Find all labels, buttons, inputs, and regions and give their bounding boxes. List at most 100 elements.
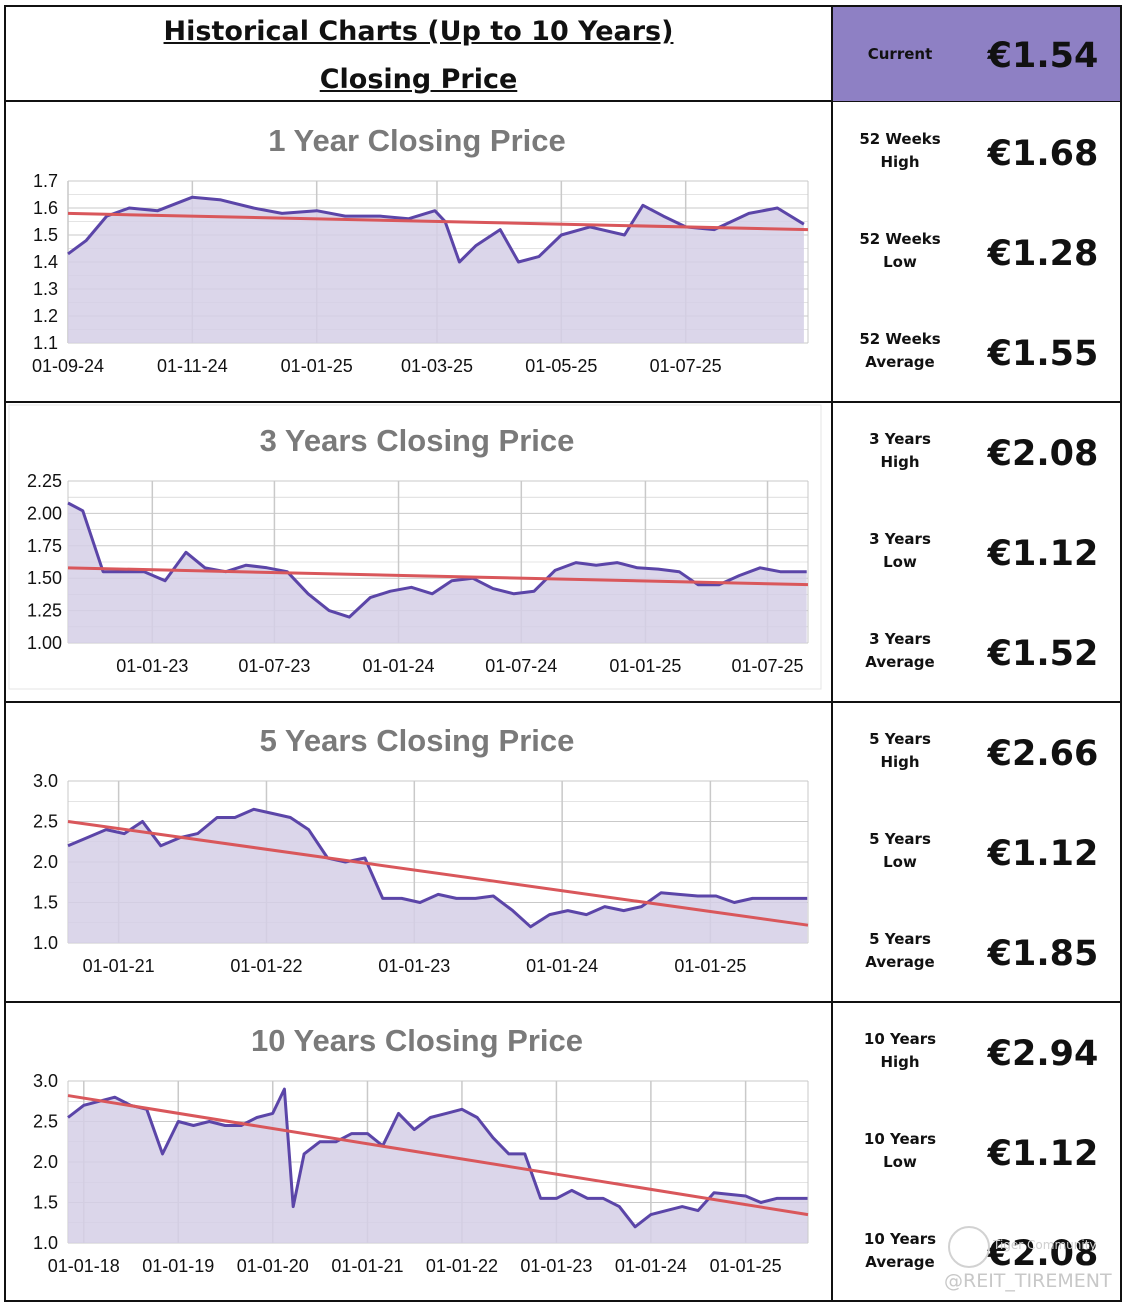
chart-title: 3 Years Closing Price <box>260 423 575 458</box>
stat-label-line2: Low <box>883 253 917 271</box>
stat-label-line1: 52 Weeks <box>859 130 941 148</box>
current-price-cell: Current €1.54 <box>833 7 1120 101</box>
x-tick-label: 01-01-25 <box>609 656 681 676</box>
watermark-logo-icon <box>948 1226 990 1268</box>
stat-value: €1.12 <box>987 534 1099 574</box>
y-tick-label: 1.50 <box>27 568 62 588</box>
x-tick-label: 01-01-21 <box>331 1256 403 1276</box>
stat-value: €2.08 <box>987 1234 1099 1274</box>
y-tick-label: 1.75 <box>27 536 62 556</box>
trend-line <box>67 211 809 232</box>
price-area <box>68 197 804 343</box>
row-divider <box>4 701 1122 703</box>
stat-label-line2: High <box>880 153 920 171</box>
y-tick-label: 1.6 <box>33 198 58 218</box>
y-tick-label: 2.0 <box>33 1152 58 1172</box>
stat-value: €1.12 <box>987 1134 1099 1174</box>
price-line <box>67 195 805 264</box>
trend-line <box>67 1094 809 1217</box>
y-tick-label: 1.5 <box>33 1193 58 1213</box>
stat-label-line1: 5 Years <box>869 930 931 948</box>
stat-label-line2: Average <box>865 353 935 371</box>
row-divider <box>4 1001 1122 1003</box>
y-tick-label: 2.25 <box>27 471 62 491</box>
stat-value: €1.12 <box>987 834 1099 874</box>
y-tick-label: 1.00 <box>27 633 62 653</box>
stat-value: €1.68 <box>987 134 1099 174</box>
y-tick-label: 1.7 <box>33 171 58 191</box>
x-tick-label: 01-07-23 <box>238 656 310 676</box>
row-divider <box>4 401 1122 403</box>
stat-label: 3 Years High <box>835 428 965 474</box>
stat-label-line1: 10 Years <box>863 1230 937 1248</box>
stat-label-line2: Average <box>865 1253 935 1271</box>
y-tick-label: 1.3 <box>33 279 58 299</box>
x-tick-label: 01-01-23 <box>378 956 450 976</box>
column-divider <box>831 5 833 1302</box>
x-tick-label: 01-07-25 <box>650 356 722 376</box>
y-tick-label: 1.2 <box>33 306 58 326</box>
x-tick-label: 01-09-24 <box>32 356 104 376</box>
x-tick-label: 01-07-24 <box>485 656 557 676</box>
y-tick-label: 1.5 <box>33 225 58 245</box>
page-subtitle: Closing Price <box>319 64 518 95</box>
x-tick-label: 01-01-19 <box>142 1256 214 1276</box>
stat-label-line2: Average <box>865 953 935 971</box>
chart-1-year: 1 Year Closing Price 1.1 1.2 1.3 1.4 1.5 1.6 1.… <box>32 123 809 376</box>
chart-5-years: 5 Years Closing Price 1.0 1.5 2.0 2.5 3.0 01-0… <box>33 723 809 976</box>
page-title: Historical Charts (Up to 10 Years) <box>163 16 674 47</box>
header-title-cell: Historical Charts (Up to 10 Years) Closi… <box>6 7 831 101</box>
chart-title: 5 Years Closing Price <box>260 723 575 758</box>
stat-label: 5 Years Average <box>835 928 965 974</box>
x-tick-label: 01-01-25 <box>710 1256 782 1276</box>
stat-label-line2: High <box>880 753 920 771</box>
x-tick-label: 01-03-25 <box>401 356 473 376</box>
stat-label-line2: High <box>880 1053 920 1071</box>
price-line <box>67 807 808 929</box>
stat-label: 3 Years Average <box>835 628 965 674</box>
chart-title: 10 Years Closing Price <box>251 1023 583 1058</box>
x-tick-label: 01-01-23 <box>116 656 188 676</box>
price-area <box>68 1089 808 1243</box>
x-tick-label: 01-01-24 <box>363 656 435 676</box>
x-tick-label: 01-11-24 <box>157 356 228 376</box>
stat-label-line2: High <box>880 453 920 471</box>
watermark-community: Tiger Community <box>993 1238 1097 1252</box>
stat-value: €1.52 <box>987 634 1099 674</box>
stat-label: 3 Years Low <box>835 528 965 574</box>
stat-value: €1.85 <box>987 934 1099 974</box>
stat-label-line2: Low <box>883 1153 917 1171</box>
stat-label-line2: Low <box>883 853 917 871</box>
stat-value: €2.94 <box>987 1034 1099 1074</box>
stat-label: 5 Years High <box>835 728 965 774</box>
row-divider <box>4 100 1122 102</box>
price-area <box>68 809 808 943</box>
price-line <box>67 1087 808 1229</box>
current-price-value: €1.54 <box>987 36 1099 76</box>
current-label: Current <box>867 45 933 63</box>
stat-label-line1: 5 Years <box>869 730 931 748</box>
x-tick-label: 01-07-25 <box>731 656 803 676</box>
stat-label: 10 Years Average <box>835 1228 965 1274</box>
y-tick-label: 1.5 <box>33 893 58 913</box>
y-tick-label: 1.1 <box>33 333 58 353</box>
chart-border <box>8 404 822 690</box>
stat-label-line2: Low <box>883 553 917 571</box>
y-tick-label: 1.25 <box>27 601 62 621</box>
stat-label-line1: 3 Years <box>869 530 931 548</box>
y-tick-label: 2.0 <box>33 852 58 872</box>
y-tick-label: 2.00 <box>27 503 62 523</box>
stat-value: €1.28 <box>987 234 1099 274</box>
stat-label: 10 Years High <box>835 1028 965 1074</box>
stat-label-line1: 5 Years <box>869 830 931 848</box>
stat-label-line2: Average <box>865 653 935 671</box>
stat-label-line1: 52 Weeks <box>859 230 941 248</box>
x-tick-label: 01-01-21 <box>83 956 155 976</box>
stat-label-line1: 10 Years <box>863 1030 937 1048</box>
stat-label-line1: 52 Weeks <box>859 330 941 348</box>
y-tick-label: 1.0 <box>33 1233 58 1253</box>
stat-value: €2.66 <box>987 734 1099 774</box>
chart-3-years: 3 Years Closing Price 1.00 1.25 1.50 1.75 2.0… <box>8 404 822 690</box>
x-tick-label: 01-01-25 <box>281 356 353 376</box>
y-tick-label: 2.5 <box>33 812 58 832</box>
